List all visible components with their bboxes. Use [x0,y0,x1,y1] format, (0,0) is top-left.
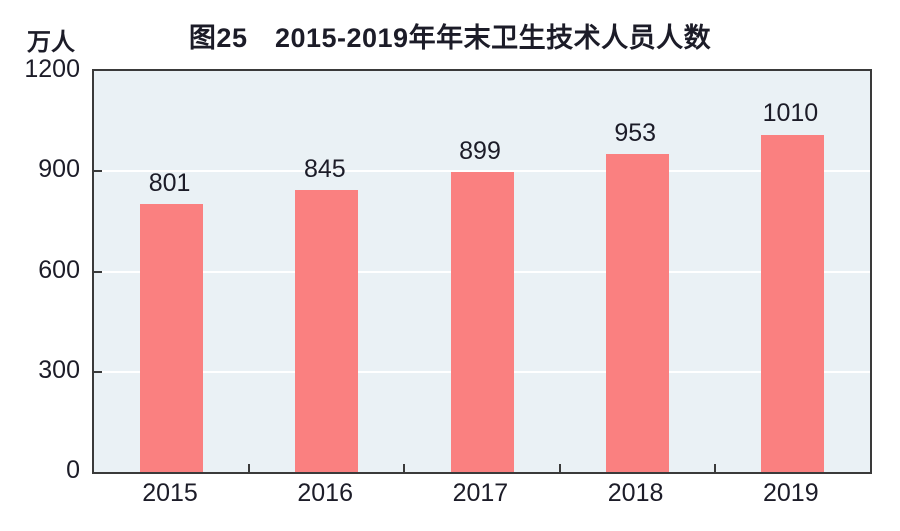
y-tick-mark-300 [94,370,102,373]
x-tick-mark-4 [713,464,716,472]
chart-title: 图25 2015-2019年年末卫生技术人员人数 [188,23,712,53]
bar-2019 [760,134,824,472]
gridline-900 [94,170,870,173]
bar-value-label-2015: 801 [148,169,191,198]
bar-2017 [450,171,514,472]
y-axis-label-0: 0 [66,456,80,484]
bar-value-label-2019: 1010 [762,99,819,128]
y-tick-mark-600 [94,270,102,273]
bar-2015 [140,204,204,472]
x-tick-mark-3 [558,464,561,472]
bar-value-label-2018: 953 [614,118,657,147]
bar-value-label-2016: 845 [303,154,346,183]
x-axis-label-2018: 2018 [607,479,664,507]
bar-2018 [605,153,669,472]
x-axis-label-2016: 2016 [297,479,353,507]
y-axis-label-1200: 1200 [24,55,80,83]
y-axis-label-900: 900 [38,155,80,184]
x-tick-mark-2 [403,464,406,472]
x-axis-label-2015: 2015 [142,479,198,507]
x-tick-mark-1 [248,464,251,472]
x-axis-label-2017: 2017 [452,479,509,507]
y-tick-mark-900 [94,170,102,173]
x-axis-label-2019: 2019 [762,479,819,507]
bar-2016 [295,189,359,472]
y-axis-unit-label: 万人 [27,29,75,56]
bar-value-label-2017: 899 [459,136,501,165]
y-axis-label-600: 600 [38,255,80,284]
y-axis-label-300: 300 [38,355,80,384]
plot-area [92,69,872,474]
